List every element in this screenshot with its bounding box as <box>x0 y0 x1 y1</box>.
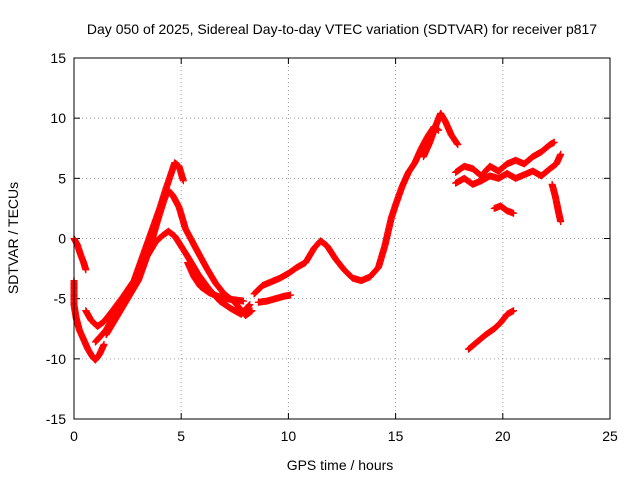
y-tick-label: 15 <box>50 50 66 66</box>
data-point <box>246 301 254 309</box>
y-tick-label: 0 <box>58 231 66 247</box>
axis-ticks <box>73 57 611 420</box>
data-point <box>287 291 295 299</box>
x-tick-label: 25 <box>602 428 618 444</box>
x-tick-label: 20 <box>495 428 511 444</box>
grid-lines <box>74 58 610 419</box>
data-point <box>100 340 108 348</box>
data-point <box>550 138 558 146</box>
data-point <box>247 307 255 315</box>
series-mid-plateau <box>250 123 442 298</box>
x-tick-label: 0 <box>70 428 78 444</box>
y-tick-label: -15 <box>46 411 66 427</box>
x-tick-label: 5 <box>177 428 185 444</box>
series-low-segment <box>464 307 518 353</box>
series-band-lower <box>452 150 565 188</box>
tick-labels: 0 5 10 15 20 25 -15 -10 -5 0 5 10 15 <box>46 50 618 444</box>
data-point <box>239 297 247 305</box>
series-rise-peak <box>419 109 462 161</box>
data-point <box>510 307 518 315</box>
y-tick-label: 10 <box>50 110 66 126</box>
y-tick-label: -5 <box>54 291 67 307</box>
data-point <box>557 218 565 226</box>
x-axis-label: GPS time / hours <box>287 457 394 473</box>
data-point <box>248 307 256 315</box>
series-lower-wave <box>102 227 254 339</box>
data-point <box>454 141 462 149</box>
data-point <box>179 177 187 185</box>
series-late-drop <box>548 180 565 226</box>
series-gap-segment <box>254 291 295 306</box>
y-axis-label: SDTVAR / TECUs <box>5 182 21 294</box>
data-point <box>557 150 565 158</box>
data-point <box>82 266 90 274</box>
y-tick-label: 5 <box>58 170 66 186</box>
data-point <box>510 209 518 217</box>
series-side-cluster <box>490 202 518 217</box>
plot-frame <box>73 57 611 420</box>
series-valley-track <box>184 259 247 305</box>
x-tick-label: 10 <box>281 428 297 444</box>
chart-title: Day 050 of 2025, Sidereal Day-to-day VTE… <box>87 21 597 37</box>
series-band-upper <box>452 138 558 180</box>
y-tick-label: -10 <box>46 351 66 367</box>
x-tick-label: 15 <box>388 428 404 444</box>
data-point <box>245 302 253 310</box>
